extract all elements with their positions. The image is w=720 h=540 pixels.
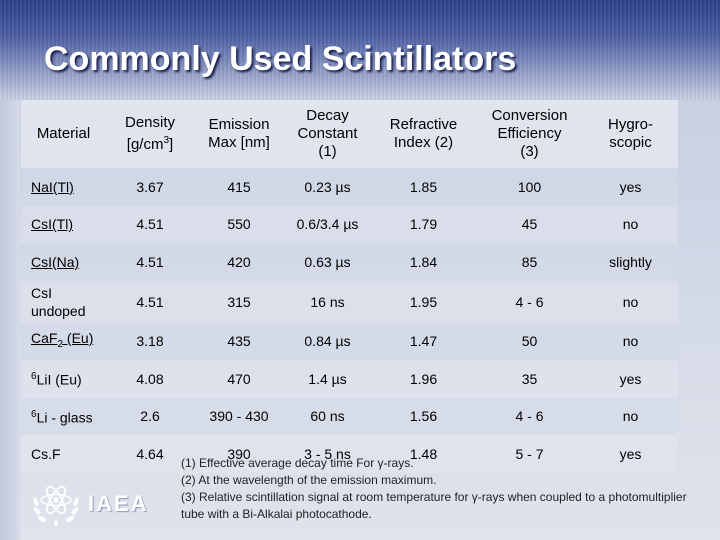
footnote-2: (2) At the wavelength of the emission ma… — [181, 473, 437, 487]
cell-emission: 415 — [194, 168, 284, 206]
header-line: Material — [36, 125, 91, 142]
cell-emission: 315 — [194, 280, 284, 323]
cell-hygroscopic: no — [583, 397, 678, 435]
header-emission: Emission Max [nm] — [194, 100, 284, 168]
cell-material: CsI(Tl) — [21, 205, 106, 243]
logo-text: IAEA — [88, 491, 149, 516]
header-line: Density — [124, 114, 176, 131]
cell-density: 4.51 — [106, 280, 194, 323]
cell-decay: 0.63 µs — [284, 243, 371, 281]
header-line: Hygro- — [607, 116, 653, 133]
header-decay: Decay Constant (1) — [284, 100, 371, 168]
cell-conversion: 35 — [476, 360, 583, 398]
header-line: Constant — [297, 125, 358, 142]
cell-emission: 550 — [194, 205, 284, 243]
cell-emission: 390 - 430 — [194, 397, 284, 435]
cell-decay: 0.6/3.4 µs — [284, 205, 371, 243]
cell-decay: 0.84 µs — [284, 322, 371, 360]
cell-emission: 435 — [194, 322, 284, 360]
table-row: 6Li - glass 2.6 390 - 430 60 ns 1.56 4 - 6 no — [21, 397, 678, 435]
cell-emission: 470 — [194, 360, 284, 398]
cell-density: 3.67 — [106, 168, 194, 206]
cell-refractive: 1.47 — [371, 322, 476, 360]
cell-material: 6LiI (Eu) — [21, 360, 106, 398]
header-refractive: Refractive Index (2) — [371, 100, 476, 168]
iaea-logo: IAEA — [28, 476, 168, 530]
atom-laurel-icon — [33, 485, 79, 526]
header-line: Efficiency — [497, 125, 562, 142]
cell-decay: 60 ns — [284, 397, 371, 435]
footnote-1: (1) Effective average decay time For γ-r… — [181, 456, 414, 470]
cell-density: 4.64 — [106, 435, 194, 473]
header-line: [g/cm3] — [126, 135, 174, 153]
cell-material: CaF2 (Eu) — [21, 322, 106, 360]
header-conversion: Conversion Efficiency (3) — [476, 100, 583, 168]
header-line: Emission — [208, 116, 270, 133]
cell-refractive: 1.96 — [371, 360, 476, 398]
left-strip — [0, 100, 20, 540]
cell-density: 3.18 — [106, 322, 194, 360]
cell-refractive: 1.85 — [371, 168, 476, 206]
footnotes: (1) Effective average decay time For γ-r… — [181, 455, 691, 523]
table-row: CaF2 (Eu) 3.18 435 0.84 µs 1.47 50 no — [21, 322, 678, 360]
cell-hygroscopic: no — [583, 205, 678, 243]
cell-emission: 390 — [194, 435, 284, 473]
header-hygroscopic: Hygro-scopic — [583, 100, 678, 168]
cell-density: 2.6 — [106, 397, 194, 435]
cell-decay: 1.4 µs — [284, 360, 371, 398]
cell-conversion: 5 - 7 — [476, 435, 583, 473]
cell-hygroscopic: slightly — [583, 243, 678, 281]
cell-decay: 3 - 5 ns — [284, 435, 371, 473]
header-line: (3) — [520, 143, 539, 160]
header-line: (1) — [318, 143, 337, 160]
cell-material: CsI undoped — [21, 280, 106, 323]
header-line: Index (2) — [393, 134, 454, 151]
cell-conversion: 4 - 6 — [476, 397, 583, 435]
cell-material: Cs.F — [21, 435, 106, 473]
cell-emission: 420 — [194, 243, 284, 281]
table-row: CsI(Na) 4.51 420 0.63 µs 1.84 85 slightly — [21, 243, 678, 281]
table-row: 6LiI (Eu) 4.08 470 1.4 µs 1.96 35 yes — [21, 360, 678, 398]
header-line: Decay — [306, 107, 349, 124]
cell-conversion: 50 — [476, 322, 583, 360]
cell-refractive: 1.56 — [371, 397, 476, 435]
header-line: scopic — [609, 134, 652, 151]
slide-title: Commonly Used Scintillators — [44, 40, 517, 78]
cell-conversion: 45 — [476, 205, 583, 243]
header-line: Conversion — [491, 107, 568, 124]
cell-material: 6Li - glass — [21, 397, 106, 435]
header-line: Max [nm] — [208, 134, 270, 151]
cell-material: NaI(Tl) — [21, 168, 106, 206]
title-band — [0, 0, 720, 100]
cell-refractive: 1.79 — [371, 205, 476, 243]
header-line: Refractive — [389, 116, 458, 133]
cell-hygroscopic: yes — [583, 435, 678, 473]
cell-refractive: 1.48 — [371, 435, 476, 473]
cell-density: 4.51 — [106, 205, 194, 243]
table-row: CsI undoped 4.51 315 16 ns 1.95 4 - 6 no — [21, 280, 678, 323]
cell-density: 4.08 — [106, 360, 194, 398]
cell-conversion: 85 — [476, 243, 583, 281]
cell-conversion: 4 - 6 — [476, 280, 583, 323]
header-material: Material — [21, 100, 106, 168]
cell-density: 4.51 — [106, 243, 194, 281]
cell-refractive: 1.95 — [371, 280, 476, 323]
table-row: CsI(Tl) 4.51 550 0.6/3.4 µs 1.79 45 no — [21, 205, 678, 243]
cell-hygroscopic: no — [583, 322, 678, 360]
cell-hygroscopic: yes — [583, 360, 678, 398]
header-density: Density [g/cm3] — [106, 100, 194, 168]
cell-refractive: 1.84 — [371, 243, 476, 281]
cell-hygroscopic: no — [583, 280, 678, 323]
table-header-row: Material Density [g/cm3] Emission Max [nm]… — [21, 100, 678, 168]
footnote-3: (3) Relative scintillation signal at roo… — [181, 490, 687, 521]
cell-decay: 0.23 µs — [284, 168, 371, 206]
cell-hygroscopic: yes — [583, 168, 678, 206]
cell-material: CsI(Na) — [21, 243, 106, 281]
cell-conversion: 100 — [476, 168, 583, 206]
cell-decay: 16 ns — [284, 280, 371, 323]
scintillator-table: Material Density [g/cm3] Emission Max [nm]… — [21, 100, 678, 473]
table-row: Cs.F 4.64 390 3 - 5 ns 1.48 5 - 7 yes — [21, 435, 678, 473]
table-row: NaI(Tl) 3.67 415 0.23 µs 1.85 100 yes — [21, 168, 678, 206]
